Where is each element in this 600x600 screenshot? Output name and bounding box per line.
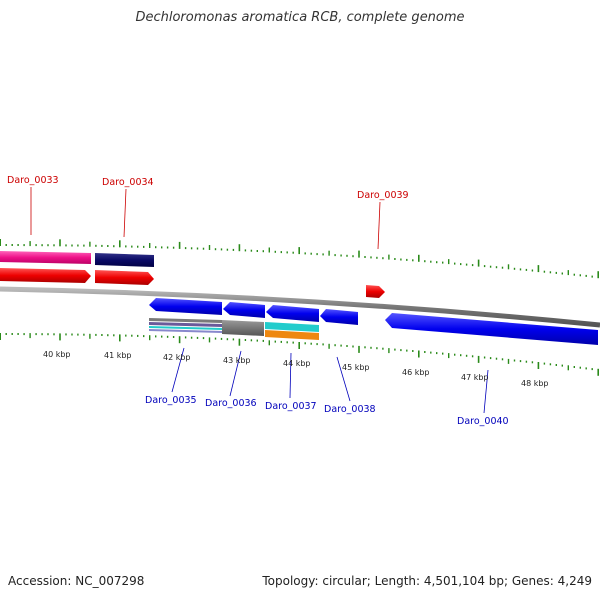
kbp-label-47: 47 kbp bbox=[461, 373, 489, 382]
gene-arrow-daro-0035 bbox=[149, 298, 222, 315]
kbp-label-48: 48 kbp bbox=[521, 379, 549, 388]
cog-band-daro-0037 bbox=[265, 322, 319, 340]
cog-band-daro-0036 bbox=[222, 320, 264, 336]
genome-backbone bbox=[0, 286, 600, 328]
kbp-label-43: 43 kbp bbox=[223, 356, 251, 365]
leader-line-daro-0037 bbox=[289, 352, 292, 399]
leader-line-daro-0039 bbox=[377, 201, 381, 250]
forward-tick-row bbox=[0, 239, 600, 279]
leader-line-daro-0038 bbox=[336, 356, 351, 402]
gene-arrow-daro-0036 bbox=[223, 302, 265, 318]
kbp-label-46: 46 kbp bbox=[402, 368, 430, 377]
gene-arrow-daro-0034 bbox=[95, 270, 154, 285]
gene-label-daro-0036: Daro_0036 bbox=[205, 398, 257, 409]
kbp-label-41: 41 kbp bbox=[104, 351, 132, 360]
gene-arrow-daro-0037 bbox=[266, 305, 319, 322]
gene-label-daro-0039: Daro_0039 bbox=[357, 190, 409, 201]
cog-band-daro-0034 bbox=[95, 253, 154, 267]
cog-band-daro-0033 bbox=[0, 251, 91, 264]
gene-arrow-daro-0038 bbox=[320, 309, 358, 325]
gene-label-daro-0037: Daro_0037 bbox=[265, 401, 317, 412]
gene-label-daro-0040: Daro_0040 bbox=[457, 416, 509, 427]
kbp-label-45: 45 kbp bbox=[342, 363, 370, 372]
kbp-label-42: 42 kbp bbox=[163, 353, 191, 362]
gene-labels: Daro_0033 Daro_0034 Daro_0039 Daro_0035 … bbox=[7, 175, 509, 427]
kbp-label-44: 44 kbp bbox=[283, 359, 311, 368]
map-title: Dechloromonas aromatica RCB, complete ge… bbox=[135, 10, 465, 25]
cog-band-daro-0035 bbox=[149, 318, 222, 333]
gene-label-daro-0033: Daro_0033 bbox=[7, 175, 59, 186]
gene-label-daro-0035: Daro_0035 bbox=[145, 395, 197, 406]
accession-text: Accession: NC_007298 bbox=[8, 574, 145, 588]
gene-label-daro-0034: Daro_0034 bbox=[102, 177, 154, 188]
leader-line-daro-0040 bbox=[483, 369, 489, 414]
gene-arrow-daro-0040 bbox=[385, 313, 598, 345]
leader-line-daro-0035 bbox=[171, 347, 185, 393]
reverse-tick-row bbox=[0, 333, 600, 376]
gene-arrow-daro-0033 bbox=[0, 268, 91, 283]
kbp-scale: 40 kbp 41 kbp 42 kbp 43 kbp 44 kbp 45 kb… bbox=[43, 350, 549, 388]
leader-line-daro-0036 bbox=[229, 350, 242, 397]
genome-summary-text: Topology: circular; Length: 4,501,104 bp… bbox=[262, 574, 592, 588]
gene-label-daro-0038: Daro_0038 bbox=[324, 404, 376, 415]
leader-line-daro-0034 bbox=[123, 188, 127, 238]
kbp-label-40: 40 kbp bbox=[43, 350, 71, 359]
gene-arrow-daro-0039 bbox=[366, 285, 385, 298]
